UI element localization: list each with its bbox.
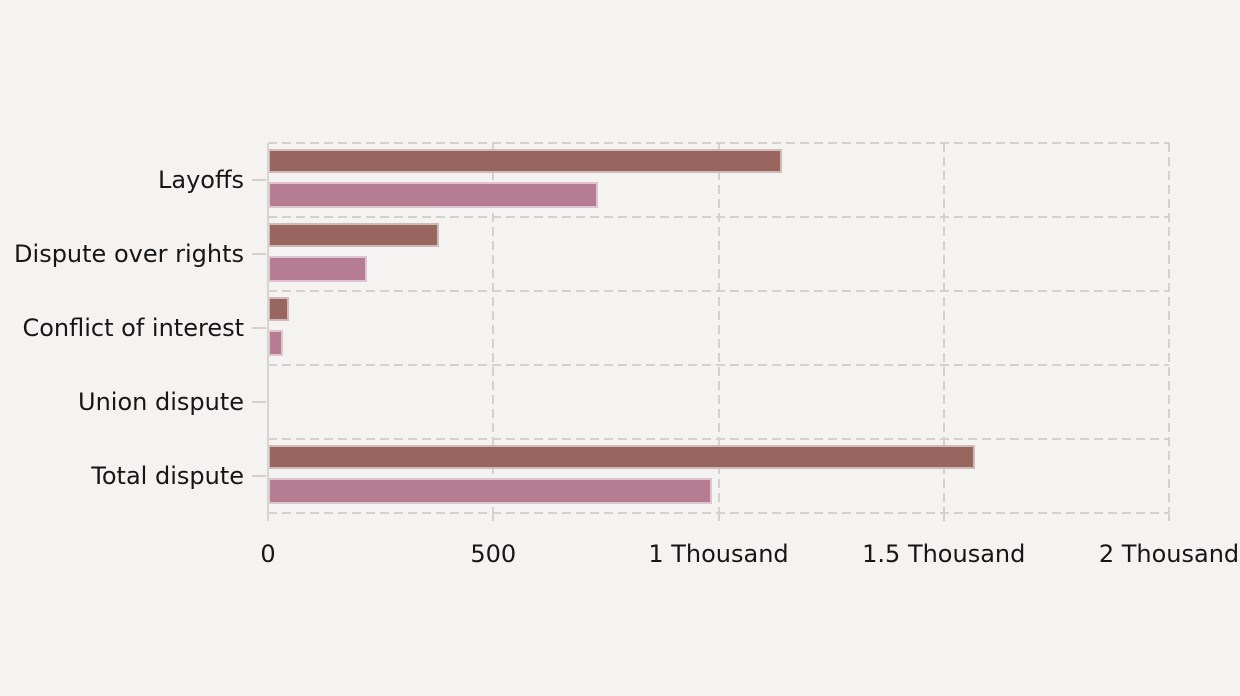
category-label-union-dispute: Union dispute <box>78 388 244 416</box>
gridline-vertical <box>942 143 945 513</box>
y-axis-tick <box>252 179 266 181</box>
y-axis-tick <box>252 253 266 255</box>
y-axis-line <box>267 143 269 521</box>
bar-conflict-of-interest-series-1[interactable] <box>268 297 289 321</box>
bar-total-dispute-series-1[interactable] <box>268 445 975 469</box>
x-axis-tick <box>492 514 495 521</box>
y-axis-tick <box>252 401 266 403</box>
bar-dispute-over-rights-series-2[interactable] <box>268 256 367 282</box>
gridline-horizontal <box>268 512 1169 514</box>
y-axis-tick <box>252 327 266 329</box>
plot-area <box>267 142 1170 521</box>
category-label-total-dispute: Total dispute <box>91 462 244 490</box>
x-axis-tick-label: 0 <box>260 540 276 568</box>
x-axis-tick <box>942 514 945 521</box>
y-axis-tick <box>252 475 266 477</box>
bar-dispute-over-rights-series-1[interactable] <box>268 223 439 247</box>
gridline-vertical <box>492 143 495 513</box>
x-axis-tick <box>1168 514 1170 521</box>
x-axis-tick-label: 1.5 Thousand <box>862 540 1026 568</box>
gridline-vertical <box>717 143 720 513</box>
category-label-layoffs: Layoffs <box>157 166 244 194</box>
bar-total-dispute-series-2[interactable] <box>268 478 712 504</box>
bar-conflict-of-interest-series-2[interactable] <box>268 330 283 356</box>
x-axis-tick-label: 1 Thousand <box>648 540 789 568</box>
x-axis-tick-label: 500 <box>470 540 517 568</box>
category-label-dispute-over-rights: Dispute over rights <box>14 240 244 268</box>
gridline-vertical <box>1168 143 1170 513</box>
x-axis-tick-label: 2 Thousand <box>1098 540 1240 568</box>
bar-layoffs-series-2[interactable] <box>268 182 598 208</box>
category-label-conflict-of-interest: Conflict of interest <box>22 314 244 342</box>
bar-layoffs-series-1[interactable] <box>268 149 782 173</box>
x-axis-tick <box>717 514 720 521</box>
